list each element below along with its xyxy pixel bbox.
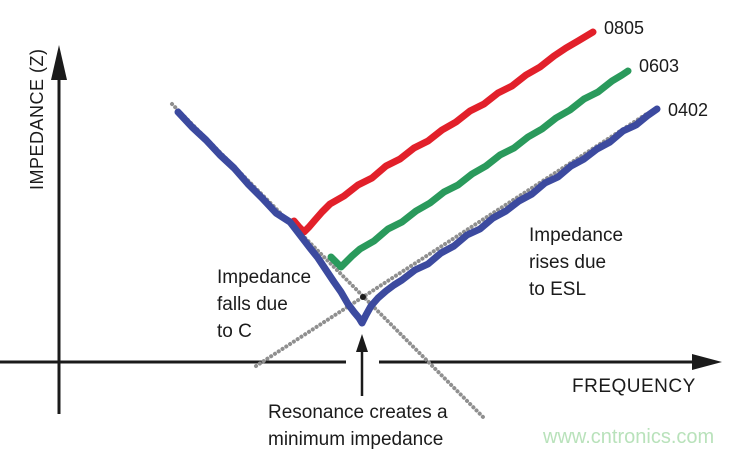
inductive-reactance-line xyxy=(254,111,650,368)
series-label-0402: 0402 xyxy=(668,100,709,120)
y-axis-label: IMPEDANCE (Z) xyxy=(27,48,47,191)
y-axis-arrowhead-icon xyxy=(51,45,67,80)
watermark: www.cntronics.com xyxy=(543,426,715,448)
resonance-crossing-dot xyxy=(360,294,366,300)
annotation-impedance-falls: Impedance falls due to C xyxy=(217,267,312,342)
x-axis-arrowhead-icon xyxy=(692,354,722,370)
series-curve-0805 xyxy=(290,28,597,236)
x-axis-label: FREQUENCY xyxy=(572,376,696,397)
series-curve-0402 xyxy=(174,105,661,327)
series-curve-0603 xyxy=(327,67,632,271)
annotation-resonance: Resonance creates a minimum impedance xyxy=(268,402,448,450)
series-label-0805: 0805 xyxy=(604,18,645,38)
curve-layer xyxy=(170,28,661,420)
annotation-impedance-rises: Impedance rises due to ESL xyxy=(529,225,624,300)
resonance-pointer-arrow-icon xyxy=(356,334,368,396)
series-label-0603: 0603 xyxy=(639,56,680,76)
